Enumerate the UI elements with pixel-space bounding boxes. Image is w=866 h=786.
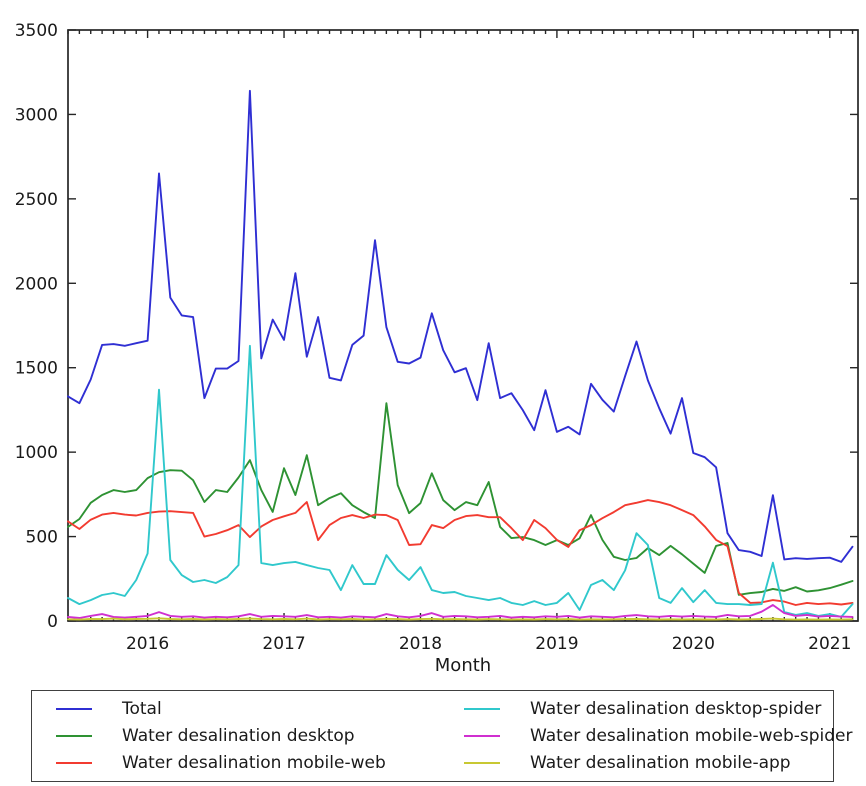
- legend-item-water-desalination-mobile-app: Water desalination mobile-app: [440, 753, 852, 773]
- series-lines: [67, 89, 854, 621]
- x-axis-tick-label: 2021: [808, 634, 851, 654]
- legend-label-water-desalination-desktop: Water desalination desktop: [122, 725, 355, 746]
- plot-border: [67, 29, 859, 622]
- legend-item-total: Total: [32, 699, 440, 719]
- legend-swatch-water-desalination-mobile-app: [464, 762, 500, 765]
- x-axis-title: Month: [435, 655, 491, 676]
- legend-label-water-desalination-mobile-web: Water desalination mobile-web: [122, 753, 386, 774]
- y-axis-tick-label: 3500: [15, 21, 58, 41]
- x-axis-tick-label: 2018: [399, 634, 442, 654]
- legend-item-water-desalination-desktop-spider: Water desalination desktop-spider: [440, 699, 852, 719]
- legend-swatch-water-desalination-desktop: [56, 734, 92, 737]
- y-axis-tick-label: 500: [26, 528, 58, 548]
- legend-swatch-water-desalination-desktop-spider: [464, 707, 500, 710]
- y-axis-tick-label: 1000: [15, 443, 58, 463]
- x-axis-tick-label: 2017: [262, 634, 305, 654]
- series-line-water-desalination-desktop-spider: [67, 344, 854, 618]
- legend-swatch-water-desalination-mobile-web-spider: [464, 734, 500, 737]
- chart-canvas: 2016 2017 2018 2019 2020 2021 0 500 1000 1500 2000…: [15, 21, 859, 676]
- x-axis-tick-label: 2019: [535, 634, 578, 654]
- legend-swatch-water-desalination-mobile-web: [56, 762, 92, 765]
- legend-label-water-desalination-desktop-spider: Water desalination desktop-spider: [530, 698, 822, 719]
- legend-item-water-desalination-desktop: Water desalination desktop: [32, 726, 440, 746]
- y-axis-tick-label: 0: [47, 612, 58, 632]
- legend-swatch-total: [56, 707, 92, 710]
- x-axis-tick-label: 2020: [672, 634, 715, 654]
- series-line-total: [67, 89, 854, 563]
- series-line-water-desalination-mobile-web-spider: [67, 604, 854, 619]
- legend: Total Water desalination desktop Water des…: [31, 690, 852, 782]
- legend-label-water-desalination-mobile-web-spider: Water desalination mobile-web-spider: [530, 725, 853, 746]
- y-axis-tick-label: 1500: [15, 359, 58, 379]
- legend-label-total: Total: [122, 698, 162, 719]
- x-axis-tick-label: 2016: [126, 634, 169, 654]
- legend-item-water-desalination-mobile-web-spider: Water desalination mobile-web-spider: [440, 726, 852, 746]
- y-axis-tick-label: 3000: [15, 105, 58, 125]
- series-line-water-desalination-mobile-web: [67, 499, 854, 606]
- series-line-water-desalination-desktop: [67, 402, 854, 596]
- legend-label-water-desalination-mobile-app: Water desalination mobile-app: [530, 753, 791, 774]
- series-line-water-desalination-mobile-app: [67, 617, 854, 621]
- y-axis-tick-label: 2500: [15, 190, 58, 210]
- legend-item-water-desalination-mobile-web: Water desalination mobile-web: [32, 753, 440, 773]
- y-axis-tick-label: 2000: [15, 274, 58, 294]
